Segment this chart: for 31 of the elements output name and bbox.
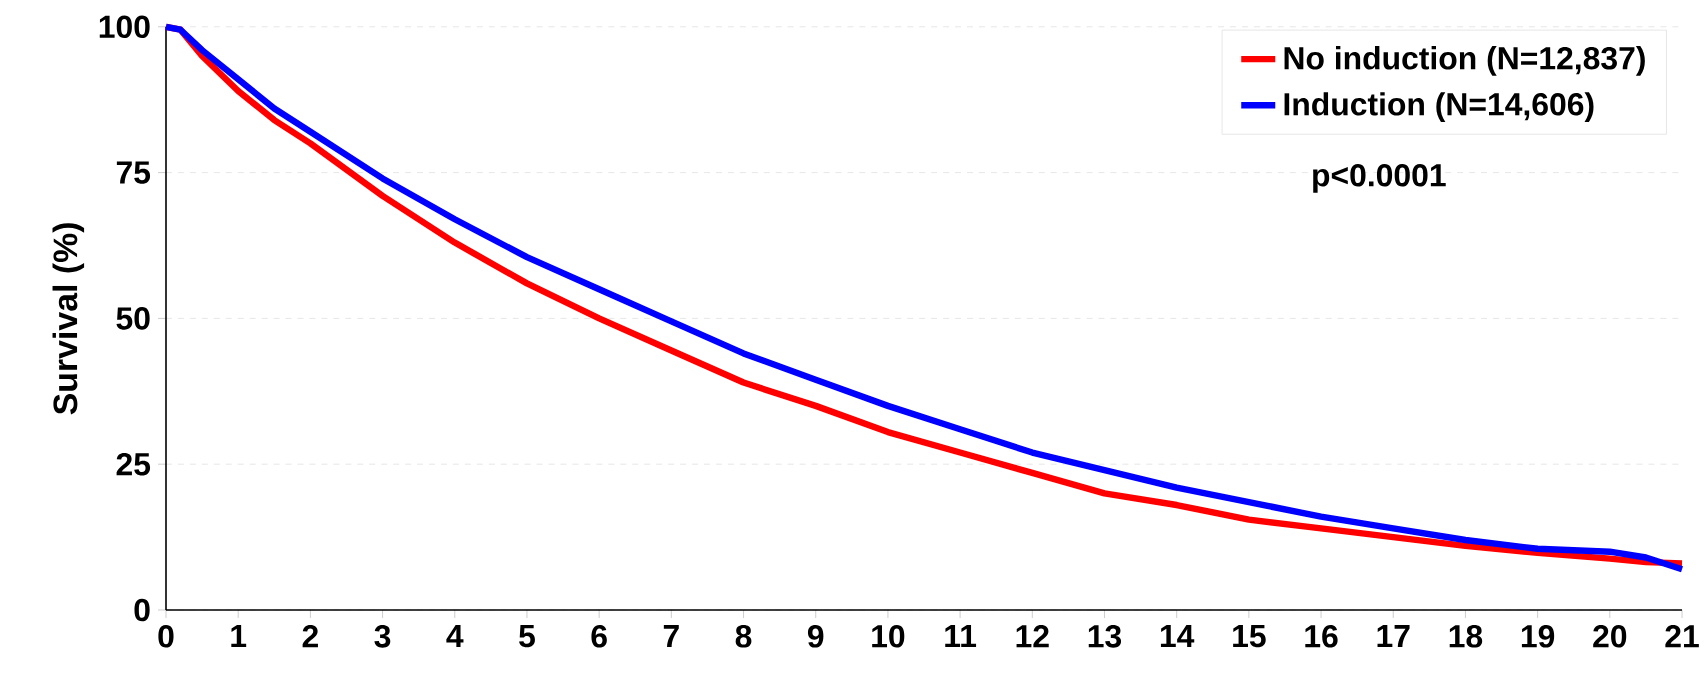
y-tick-label: 25 bbox=[116, 452, 151, 476]
x-tick-label: 18 bbox=[1449, 625, 1483, 648]
x-tick-label: 11 bbox=[945, 625, 977, 647]
legend-label: No induction (N=12,837) bbox=[1284, 46, 1645, 76]
y-tick-label: 75 bbox=[116, 161, 151, 184]
x-tick-label: 3 bbox=[374, 625, 391, 648]
x-tick-label: 14 bbox=[1160, 625, 1195, 647]
x-tick-label: 9 bbox=[807, 625, 824, 648]
y-tick-label: 50 bbox=[116, 307, 150, 330]
y-tick-label: 0 bbox=[134, 598, 150, 622]
x-tick-label: 21 bbox=[1665, 625, 1699, 648]
annotation: p<0.0001 bbox=[1313, 164, 1446, 193]
x-tick-label: 16 bbox=[1305, 625, 1338, 648]
x-tick-label: 12 bbox=[1016, 625, 1049, 648]
x-tick-label: 10 bbox=[872, 625, 905, 648]
x-tick-label: 7 bbox=[663, 625, 679, 647]
x-tick-label: 20 bbox=[1593, 625, 1627, 648]
x-tick-label: 1 bbox=[231, 625, 247, 647]
y-axis-title: Survival (%) bbox=[52, 223, 85, 415]
x-tick-label: 0 bbox=[158, 625, 174, 648]
x-tick-label: 15 bbox=[1233, 625, 1266, 648]
legend-label: Induction (N=14,606) bbox=[1284, 92, 1594, 122]
x-tick-label: 6 bbox=[591, 625, 607, 648]
x-tick-label: 4 bbox=[446, 625, 464, 647]
x-tick-label: 17 bbox=[1377, 625, 1410, 647]
x-tick-label: 13 bbox=[1088, 625, 1122, 648]
y-tick-label: 100 bbox=[99, 15, 150, 39]
x-tick-label: 19 bbox=[1521, 625, 1555, 648]
x-tick-label: 5 bbox=[519, 625, 535, 648]
x-tick-label: 8 bbox=[735, 625, 752, 648]
x-tick-label: 2 bbox=[302, 625, 318, 648]
